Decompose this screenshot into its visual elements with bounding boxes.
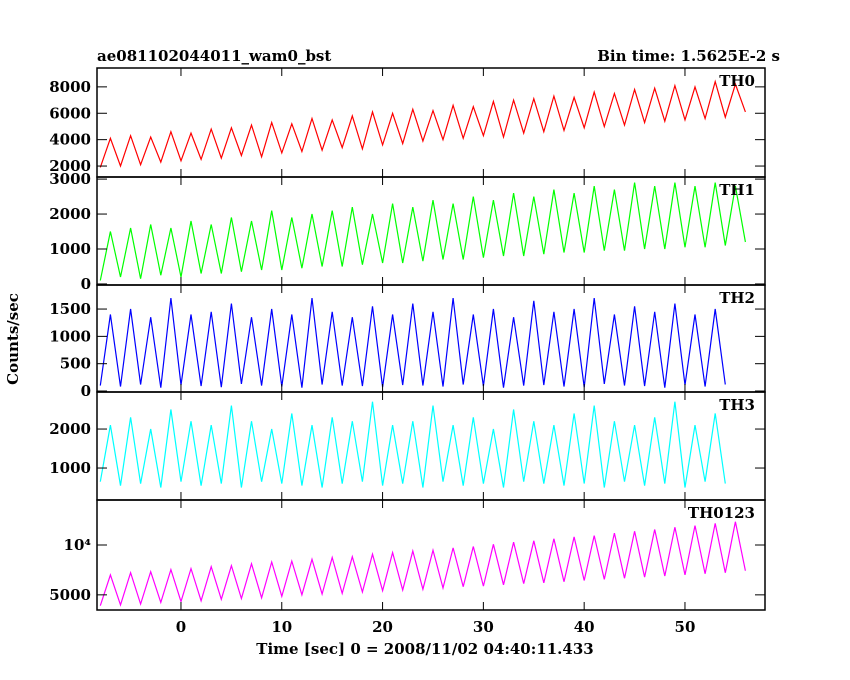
series-line xyxy=(99,521,746,607)
x-tick-label: 20 xyxy=(372,618,393,636)
y-tick-label: 2000 xyxy=(49,420,91,438)
y-tick-label: 8000 xyxy=(49,78,91,96)
panel-frame xyxy=(96,176,766,286)
series-line xyxy=(99,79,746,168)
y-tick-label: 0 xyxy=(81,275,91,293)
series-label: TH0 xyxy=(719,72,755,90)
series-label: TH0123 xyxy=(688,504,755,522)
y-tick-label: 0 xyxy=(81,382,91,400)
chart-title: ae081102044011_wam0_bst xyxy=(97,47,331,65)
y-tick-label: 3000 xyxy=(49,170,91,188)
panel-frame xyxy=(96,499,766,611)
y-tick-label: 2000 xyxy=(49,205,91,223)
series-line xyxy=(99,182,746,281)
x-tick-label: 30 xyxy=(473,618,494,636)
x-axis-label: Time [sec] 0 = 2008/11/02 04:40:11.433 xyxy=(256,640,593,658)
x-tick-label: 40 xyxy=(574,618,595,636)
y-tick-label: 1000 xyxy=(49,459,91,477)
series-label: TH1 xyxy=(719,181,755,199)
y-axis-label: Counts/sec xyxy=(4,293,22,385)
x-tick-label: 10 xyxy=(271,618,292,636)
y-tick-label: 10⁴ xyxy=(64,536,92,554)
series-line xyxy=(99,401,726,488)
panel-frame xyxy=(96,391,766,501)
y-tick-label: 1000 xyxy=(49,327,91,345)
x-tick-label: 0 xyxy=(176,618,186,636)
series-line xyxy=(99,298,726,388)
series-label: TH2 xyxy=(719,289,755,307)
y-tick-label: 6000 xyxy=(49,104,91,122)
chart-subtitle: Bin time: 1.5625E-2 s xyxy=(597,47,780,65)
y-tick-label: 2000 xyxy=(49,157,91,175)
y-tick-label: 500 xyxy=(60,355,91,373)
y-tick-label: 5000 xyxy=(49,586,91,604)
y-tick-label: 1000 xyxy=(49,240,91,258)
series-label: TH3 xyxy=(719,396,755,414)
x-tick-label: 50 xyxy=(675,618,696,636)
y-tick-label: 4000 xyxy=(49,131,91,149)
panel-frame xyxy=(96,284,766,393)
y-tick-label: 1500 xyxy=(49,300,91,318)
